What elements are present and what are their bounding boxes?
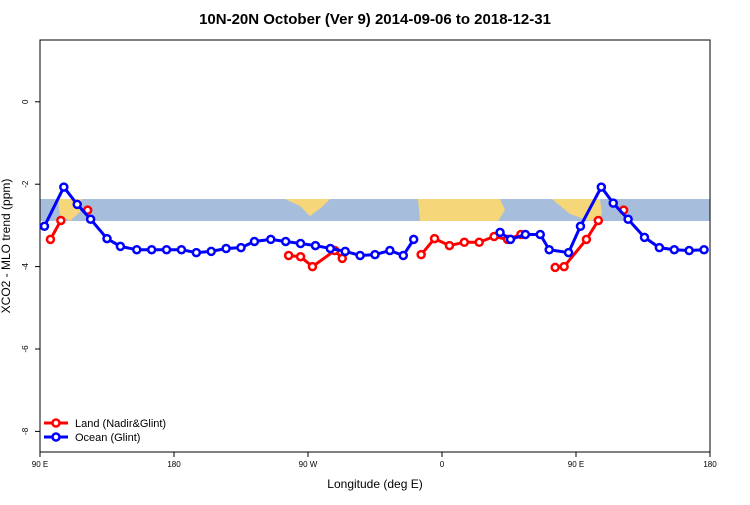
data-point [176,244,187,255]
data-point [325,243,336,254]
data-point [699,244,709,255]
data-point [295,238,306,249]
data-point [608,198,618,208]
legend-marker [51,432,61,442]
x-tick-label: 180 [167,460,181,469]
data-point [307,261,318,272]
data-point [266,234,276,245]
data-point [596,182,607,192]
data-point [355,250,365,261]
land-patch [418,199,505,221]
plot-frame [39,39,711,453]
data-point [544,244,554,255]
y-tick-label: -2 [21,180,30,188]
data-point [654,242,665,253]
data-point [59,182,69,192]
legend-label: Ocean (Glint) [75,432,140,444]
data-point [283,250,294,261]
data-point [310,240,321,251]
data-point [429,233,440,244]
data-point [563,247,574,258]
data-point [385,245,395,256]
data-point [132,244,142,255]
y-tick-label: 0 [21,99,30,104]
data-point [495,227,505,238]
data-point [161,244,172,255]
chart-title: 10N-20N October (Ver 9) 2014-09-06 to 20… [199,11,551,28]
data-point [370,249,380,260]
data-point [639,232,650,243]
land-patch [285,199,330,216]
data-point [295,251,306,262]
data-point [280,236,291,247]
x-tick-label: 90 W [299,460,318,469]
x-tick-label: 0 [440,460,445,469]
land-patch [552,199,602,221]
data-point [39,221,50,231]
data-point [444,240,455,251]
data-point [559,261,569,272]
y-tick-label: -8 [21,427,30,435]
data-point [206,246,216,257]
y-axis-label: XCO2 - MLO trend (ppm) [0,179,13,314]
data-point [474,237,484,248]
data-point [623,214,633,224]
y-tick-label: -6 [21,345,30,353]
x-tick-label: 180 [703,460,717,469]
data-point [581,234,592,245]
x-tick-label: 90 E [568,460,584,469]
data-point [459,237,470,248]
data-point [340,246,350,257]
data-point [520,229,531,240]
data-point [249,236,260,247]
data-point [191,247,202,258]
data-point [416,249,426,260]
data-point [489,231,499,242]
y-tick-label: -4 [21,262,30,270]
data-point [146,244,157,255]
data-point [684,245,694,256]
ocean-band [40,199,710,221]
data-point [398,250,409,261]
x-tick-label: 90 E [32,460,48,469]
data-point [221,243,231,254]
data-point [669,244,680,255]
data-point [45,234,56,245]
map-band [40,199,710,221]
legend-marker [51,418,61,428]
data-point [535,229,546,240]
data-point [236,242,246,253]
data-point [56,215,66,226]
data-point [550,262,560,273]
x-axis-label: Longitude (deg E) [327,477,422,491]
data-point [593,215,604,226]
data-point [575,221,586,231]
data-point [115,241,126,252]
data-point [102,233,112,244]
data-point [85,214,96,224]
data-point [408,234,419,245]
data-point [505,234,516,245]
data-point [72,199,82,210]
legend-label: Land (Nadir&Glint) [75,418,166,430]
